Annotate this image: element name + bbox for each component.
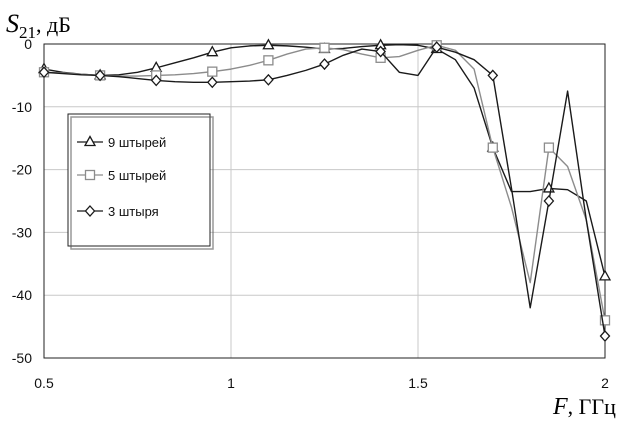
x-tick-label: 2 (601, 375, 609, 391)
legend-item: 5 штырей (77, 168, 166, 183)
y-tick-label: -20 (12, 162, 32, 178)
legend-label: 3 штыря (108, 204, 159, 219)
x-tick-label: 1 (227, 375, 235, 391)
legend-label: 5 штырей (108, 168, 166, 183)
data-point (207, 66, 218, 77)
data-point (38, 66, 50, 79)
data-point (206, 45, 219, 57)
series-group (37, 38, 612, 342)
y-tick-label: -10 (12, 99, 32, 115)
x-axis-title-symbol: F (552, 394, 568, 420)
data-point (319, 58, 330, 71)
y-axis-title-subscript: 21 (19, 23, 36, 42)
data-point (94, 69, 106, 82)
y-axis-title: S21, дБ (6, 9, 71, 42)
data-point (487, 69, 499, 82)
data-point (319, 42, 330, 53)
data-point (262, 38, 275, 50)
legend-shadow (70, 116, 214, 250)
legend: 9 штырей 5 штырей 3 штыря (67, 113, 214, 250)
legend-label: 9 штырей (108, 135, 166, 150)
legend-item: 9 штырей (77, 135, 166, 150)
x-axis-title: F, ГГц (552, 394, 616, 420)
x-tick-label: 1.5 (408, 375, 428, 391)
x-axis-title-unit: , ГГц (568, 394, 616, 419)
data-point (150, 74, 162, 87)
data-point (263, 73, 274, 86)
data-point (375, 45, 386, 58)
data-point (598, 269, 612, 281)
tick-labels: 0.5 1 1.5 2 0 -10 -20 -30 -40 -50 (12, 36, 609, 391)
data-point (263, 55, 274, 66)
data-point (599, 315, 611, 326)
data-point (599, 330, 611, 342)
y-tick-label: -30 (12, 224, 32, 240)
data-point (487, 142, 498, 153)
legend-marker (84, 169, 96, 181)
y-axis-title-unit: , дБ (36, 12, 71, 37)
x-tick-label: 0.5 (34, 375, 54, 391)
y-tick-label: -50 (12, 350, 32, 366)
data-point (431, 41, 443, 54)
legend-marker (83, 135, 97, 147)
data-point (206, 76, 218, 89)
legend-marker (84, 205, 96, 217)
y-tick-label: 0 (24, 36, 32, 52)
legend-item: 3 штыря (77, 204, 159, 219)
series-3 (38, 41, 611, 342)
y-axis-title-symbol: S (6, 9, 19, 38)
y-tick-label: -40 (12, 287, 32, 303)
data-point (543, 195, 555, 207)
data-point (543, 142, 555, 153)
